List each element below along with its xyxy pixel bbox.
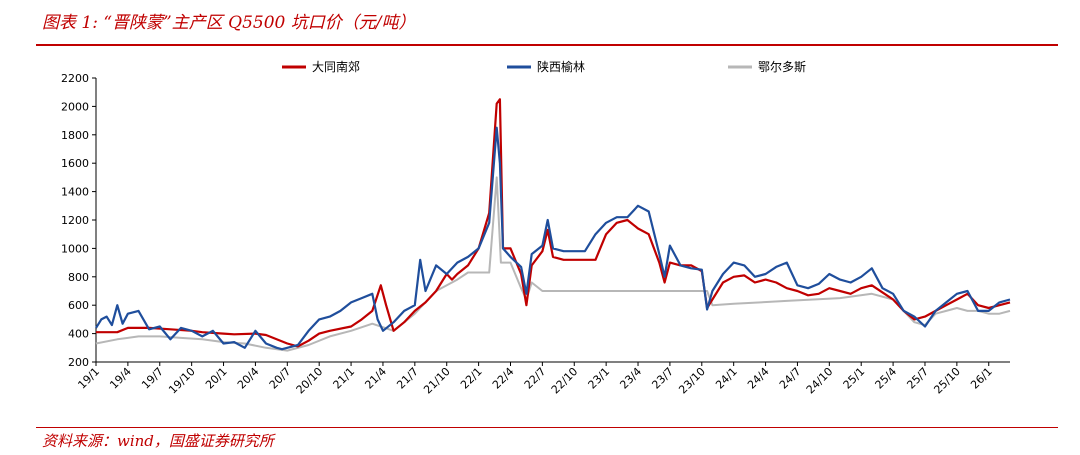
x-tick-label: 20/7: [267, 365, 294, 392]
x-tick-label: 19/7: [139, 365, 166, 392]
x-tick-label: 21/4: [362, 365, 389, 392]
bottom-divider: [36, 427, 1058, 428]
x-tick-label: 24/4: [745, 365, 772, 392]
legend-label-3: 鄂尔多斯: [758, 59, 806, 74]
series-layer: [95, 98, 1011, 352]
x-tick-label: 20/10: [294, 365, 326, 397]
x-tick-label: 21/1: [331, 365, 358, 392]
x-tick-label: 24/7: [777, 365, 804, 392]
series-line-2: [95, 126, 1011, 351]
x-tick-label: 23/10: [676, 365, 708, 397]
x-tick-label: 22/10: [549, 365, 581, 397]
series-line-3: [95, 176, 1011, 352]
y-tick-label: 1000: [61, 242, 89, 255]
x-tick-label: 22/4: [490, 365, 517, 392]
x-tick-label: 23/4: [617, 365, 644, 392]
y-tick-label: 400: [68, 328, 89, 341]
x-tick-label: 25/1: [841, 365, 868, 392]
x-tick-label: 19/10: [166, 365, 198, 397]
y-tick-label: 2200: [61, 72, 89, 85]
source-note: 资料来源：wind，国盛证券研究所: [42, 432, 274, 450]
x-tick-label: 25/7: [904, 365, 931, 392]
top-divider: [36, 44, 1058, 46]
x-tick-label: 21/10: [421, 365, 453, 397]
chart-title: 图表 1: “晋陕蒙”主产区 Q5500 坑口价（元/吨）: [42, 13, 416, 33]
y-tick-label: 200: [68, 356, 89, 369]
legend-label-2: 陕西榆林: [537, 59, 585, 74]
x-tick-label: 19/4: [107, 365, 134, 392]
x-tick-label: 21/7: [394, 365, 421, 392]
x-tick-label: 23/7: [649, 365, 676, 392]
x-tick-label: 25/10: [931, 365, 963, 397]
x-axis: 19/1 19/4 19/7 19/10 20/1 20/4 20/7 20/10 21/1 21…: [75, 361, 1010, 397]
y-tick-label: 800: [68, 271, 89, 284]
x-tick-label: 22/1: [458, 365, 485, 392]
x-tick-label: 26/1: [968, 365, 995, 392]
x-tick-label: 20/1: [203, 365, 230, 392]
x-tick-label: 24/10: [804, 365, 836, 397]
x-tick-label: 23/1: [586, 365, 613, 392]
y-tick-label: 1600: [61, 157, 89, 170]
y-tick-label: 1800: [61, 129, 89, 142]
y-tick-label: 600: [68, 299, 89, 312]
y-tick-label: 1400: [61, 186, 89, 199]
y-tick-label: 1200: [61, 214, 89, 227]
y-tick-label: 2000: [61, 100, 89, 113]
legend-label-1: 大同南郊: [312, 59, 360, 74]
y-axis: 200 400 600 800 1000 1200 1400 1600 1800 2000 2200: [61, 72, 97, 369]
x-tick-label: 20/4: [235, 365, 262, 392]
legend: 大同南郊 陕西榆林 鄂尔多斯: [282, 59, 806, 74]
series-line-1: [96, 98, 1011, 348]
x-tick-label: 22/7: [522, 365, 549, 392]
x-tick-label: 25/4: [873, 365, 900, 392]
x-tick-label: 24/1: [713, 365, 740, 392]
